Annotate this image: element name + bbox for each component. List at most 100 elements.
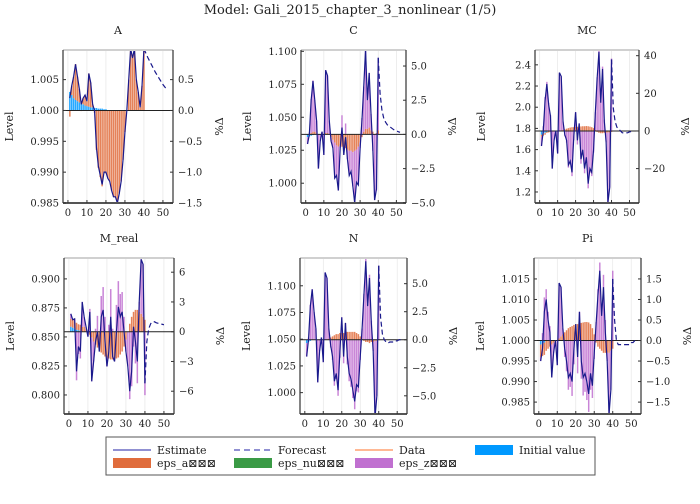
bar-eps_a — [336, 134, 337, 145]
x-tick-label: 0 — [65, 208, 71, 219]
bar-eps_z — [108, 325, 110, 332]
bar-initial — [77, 101, 79, 110]
y-tick-label: 0.985 — [30, 199, 59, 210]
x-tick-label: 20 — [101, 419, 114, 430]
x-tick-label: 10 — [317, 208, 330, 219]
y-tick-label: 1.010 — [501, 295, 530, 306]
bar-eps_a — [356, 333, 357, 340]
bar-eps_a — [541, 135, 542, 137]
panel-title: N — [349, 232, 359, 245]
bar-eps_a — [131, 317, 133, 332]
bar-eps_a — [582, 126, 583, 131]
plot-area — [64, 259, 174, 399]
x-tick-label: 0 — [303, 208, 309, 219]
y-tick-label: 1.6 — [515, 145, 531, 156]
bar-eps_a — [140, 314, 142, 332]
x-tick-label: 40 — [372, 208, 385, 219]
bar-eps_a — [86, 101, 88, 106]
y-axis-label: Level — [4, 320, 17, 351]
y-axis-label: Level — [240, 320, 253, 351]
bar-eps_a — [589, 127, 590, 131]
y2-tick-label: −1.0 — [646, 377, 670, 388]
y-tick-label: 1.050 — [268, 113, 297, 124]
y2-tick-label: 20 — [644, 89, 657, 100]
bar-eps_a — [105, 110, 107, 173]
y-tick-label: 1.2 — [515, 187, 531, 198]
y-tick-label: 1.000 — [30, 106, 59, 117]
bar-eps_a — [601, 341, 602, 351]
bar-eps_a — [69, 110, 71, 116]
bar-eps_a — [592, 328, 593, 340]
bar-eps_a — [76, 323, 78, 330]
bar-eps_a — [334, 335, 335, 339]
bar-eps_z — [588, 341, 589, 412]
legend-label: eps_nu⊠⊠⊠ — [278, 457, 345, 470]
y2-tick-label: −1.5 — [646, 398, 670, 409]
y2-tick-label: 2.5 — [412, 307, 428, 318]
y-tick-label: 1.075 — [268, 80, 297, 91]
bar-eps_a — [560, 336, 561, 340]
y-tick-label: 0.990 — [501, 377, 530, 388]
y2-tick-label: 0.0 — [178, 106, 194, 117]
panel-title: MC — [577, 24, 597, 37]
y-tick-label: 0.900 — [31, 274, 60, 285]
bar-eps_a — [546, 132, 547, 133]
y2-tick-label: −20 — [644, 164, 665, 175]
x-tick-label: 30 — [354, 419, 367, 430]
y2-tick-label: 0 — [644, 126, 650, 137]
x-tick-label: 40 — [372, 419, 385, 430]
bar-eps_a — [354, 332, 355, 340]
bar-eps_a — [566, 330, 567, 340]
x-tick-label: 50 — [158, 419, 171, 430]
bar-eps_a — [118, 332, 120, 358]
y-tick-label: 2.4 — [515, 60, 531, 71]
legend-label: eps_a⊠⊠⊠ — [157, 457, 216, 470]
x-tick-label: 50 — [157, 208, 170, 219]
bar-eps_a — [580, 126, 581, 131]
y-tick-label: 1.075 — [267, 308, 296, 319]
y-tick-label: 0.985 — [501, 398, 530, 409]
bar-eps_a — [584, 322, 585, 340]
y-tick-label: 1.015 — [501, 274, 530, 285]
bar-eps_a — [332, 336, 333, 339]
bar-eps_z — [335, 340, 336, 379]
bar-eps_a — [70, 319, 72, 327]
y-axis-label: Level — [475, 111, 488, 142]
bar-eps_a — [358, 334, 359, 340]
y-tick-label: 1.000 — [268, 179, 297, 190]
panel-title: C — [349, 24, 357, 37]
y-tick-label: 1.000 — [267, 388, 296, 399]
forecast-line — [379, 266, 401, 343]
y-tick-label: 2.2 — [515, 82, 531, 93]
x-tick-label: 30 — [587, 208, 600, 219]
forecast-line — [612, 59, 634, 132]
y-tick-label: 1.100 — [268, 47, 297, 58]
bar-eps_a — [349, 134, 350, 150]
bar-eps_z — [350, 151, 351, 172]
x-tick-label: 10 — [317, 419, 330, 430]
bar-initial — [306, 340, 307, 343]
bar-eps_a — [72, 320, 74, 328]
bar-eps_a — [119, 332, 121, 355]
bar-eps_a — [101, 110, 103, 186]
legend-label: eps_z⊠⊠⊠ — [399, 457, 457, 470]
y2-tick-label: −6 — [179, 387, 194, 398]
forecast-line — [144, 49, 167, 90]
forecast-line — [613, 279, 635, 345]
y2-tick-label: −0.5 — [646, 357, 670, 368]
bar-eps_a — [586, 322, 587, 340]
x-tick-label: 0 — [302, 419, 308, 430]
y2-tick-label: 1.0 — [646, 295, 662, 306]
y-axis-label: Level — [474, 320, 487, 351]
y2-tick-label: −1.5 — [178, 199, 202, 210]
y-tick-label: 1.050 — [267, 335, 296, 346]
bar-eps_z — [569, 341, 570, 387]
bar-eps_a — [352, 134, 353, 152]
y-axis-label: Level — [3, 111, 16, 142]
legend-swatch — [234, 458, 272, 468]
y2-tick-label: 5.0 — [412, 279, 428, 290]
bar-eps_a — [109, 110, 111, 181]
